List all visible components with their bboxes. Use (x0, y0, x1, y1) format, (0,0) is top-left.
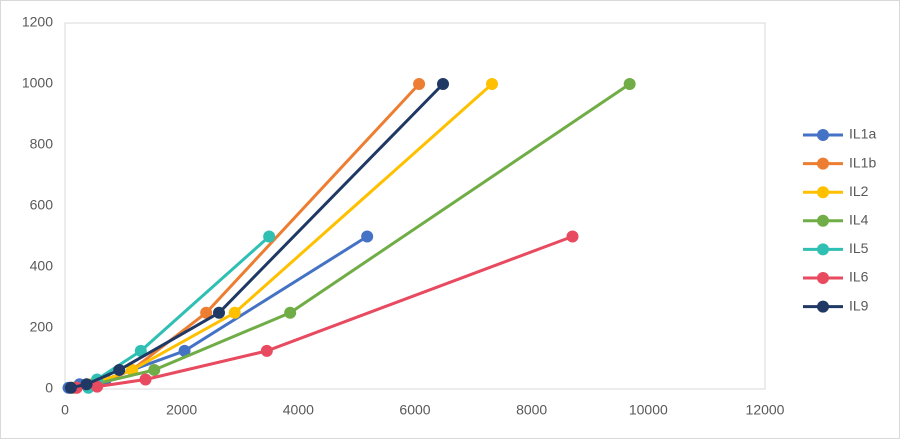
legend-label: IL5 (849, 240, 869, 256)
x-tick-label: 2000 (166, 402, 197, 418)
y-tick-label: 600 (30, 197, 54, 213)
data-point (228, 306, 241, 319)
y-tick-label: 1200 (22, 14, 53, 30)
x-tick-label: 8000 (516, 402, 547, 418)
y-tick-label: 0 (45, 380, 53, 396)
data-point (361, 230, 374, 243)
y-tick-label: 1000 (22, 75, 53, 91)
legend-marker (817, 214, 829, 227)
data-point (139, 373, 152, 386)
legend-label: IL9 (849, 297, 869, 313)
data-point (91, 380, 104, 393)
legend-marker (817, 300, 829, 313)
data-point (178, 344, 191, 357)
x-tick-label: 12000 (746, 402, 785, 418)
data-point (213, 306, 225, 319)
legend-label: IL6 (849, 269, 869, 285)
data-point (148, 363, 161, 376)
legend-marker (817, 157, 829, 170)
legend-marker (817, 272, 829, 284)
x-tick-label: 10000 (629, 402, 668, 418)
legend-marker (817, 129, 829, 141)
data-point (623, 78, 636, 90)
legend-label: IL4 (849, 212, 869, 228)
legend-marker (817, 243, 829, 256)
x-tick-label: 0 (61, 402, 69, 418)
y-tick-label: 200 (30, 319, 54, 335)
y-tick-label: 800 (30, 136, 54, 152)
data-point (80, 378, 93, 391)
data-point (260, 344, 273, 357)
data-point (134, 344, 147, 357)
data-point (284, 306, 297, 319)
data-point (486, 78, 498, 90)
data-point (437, 78, 449, 90)
data-point (566, 230, 579, 243)
x-tick-label: 6000 (399, 402, 430, 418)
data-point (413, 78, 426, 90)
data-point (126, 363, 139, 376)
legend-label: IL1b (849, 154, 876, 170)
data-point (200, 306, 213, 319)
data-point (113, 363, 126, 376)
plot-area (64, 22, 766, 390)
legend-marker (817, 186, 829, 199)
data-point (263, 230, 276, 243)
legend-label: IL2 (849, 183, 869, 199)
y-tick-label: 400 (30, 258, 54, 274)
legend-label: IL1a (849, 126, 876, 142)
data-point (64, 381, 77, 394)
x-tick-label: 4000 (283, 402, 314, 418)
